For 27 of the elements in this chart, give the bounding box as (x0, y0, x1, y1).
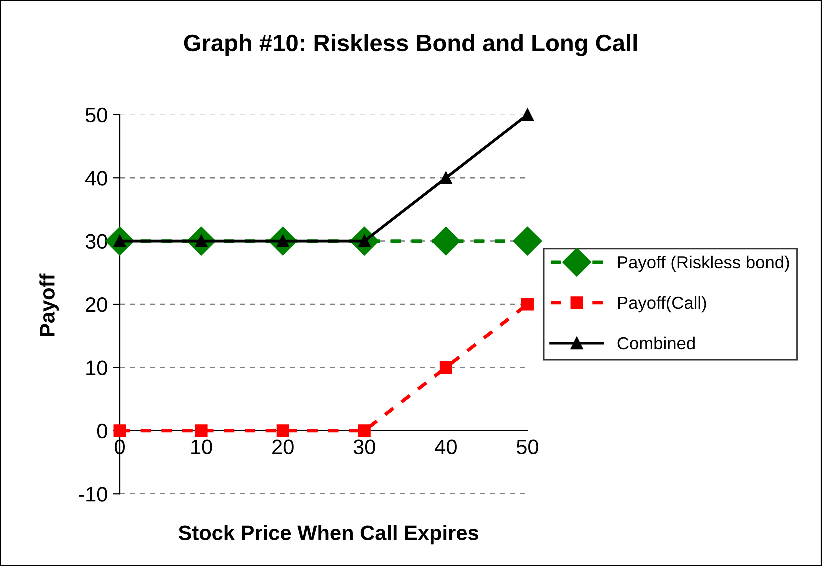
point (513, 226, 542, 256)
legend-label: Payoff(Call) (618, 296, 706, 313)
point (276, 424, 290, 438)
point (440, 172, 452, 184)
y-tick-label: 0 (97, 424, 108, 439)
point (440, 361, 452, 374)
chart-title: Graph #10: Riskless Bond and Long Call (184, 34, 637, 56)
x-axis-title: Stock Price When Call Expires (178, 525, 478, 545)
x-tick-label: 50 (516, 440, 538, 455)
point (521, 108, 534, 122)
x-tick-label: 20 (272, 440, 294, 455)
y-tick-label: 20 (86, 298, 108, 312)
y-tick-label: -10 (79, 487, 108, 502)
y-tick-label: 30 (86, 234, 108, 250)
x-tick-label: 30 (354, 440, 376, 455)
point (521, 298, 534, 311)
point (195, 424, 208, 438)
legend-label: Combined (618, 336, 695, 350)
legend-label: Payoff (Riskless bond) (618, 256, 790, 272)
point (358, 424, 371, 438)
y-tick-label: 50 (86, 108, 108, 123)
x-tick-label: 40 (435, 440, 457, 455)
x-tick-label: 10 (192, 440, 212, 455)
y-tick-label: 40 (86, 171, 108, 186)
y-axis-title: Payoff (40, 274, 60, 336)
y-tick-label: 10 (86, 360, 108, 376)
point (432, 226, 461, 256)
